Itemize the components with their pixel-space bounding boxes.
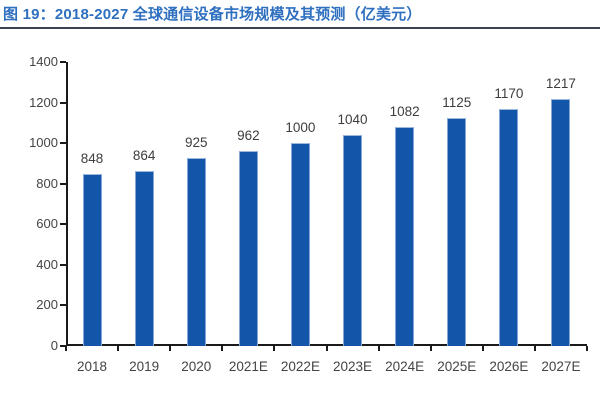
y-axis-tick xyxy=(60,345,66,347)
bar-2027E xyxy=(551,99,571,346)
y-axis-tick-label: 1200 xyxy=(29,94,58,110)
bar-value-label: 1082 xyxy=(389,103,420,119)
bar-2024E xyxy=(395,126,415,346)
y-axis-tick xyxy=(60,223,66,226)
x-axis-category-label: 2018 xyxy=(77,359,108,374)
y-axis-tick-label: 800 xyxy=(36,175,58,191)
bar-2019 xyxy=(134,170,154,346)
bar-2023E xyxy=(343,135,363,346)
x-axis-category-label: 2026E xyxy=(489,359,529,374)
x-axis-tick xyxy=(117,346,120,351)
bar-value-label: 848 xyxy=(80,150,104,166)
x-axis-tick xyxy=(273,346,276,351)
y-axis-tick xyxy=(60,304,66,307)
x-axis-category-label: 2020 xyxy=(181,359,212,374)
x-axis-category-label: 2019 xyxy=(129,359,160,374)
bar-value-label: 925 xyxy=(184,135,208,151)
x-axis-category-label: 2025E xyxy=(437,359,477,374)
bar-2021E xyxy=(238,150,258,346)
bar-value-label: 864 xyxy=(132,147,156,163)
x-axis-category-label: 2027E xyxy=(541,359,581,374)
x-axis-category-label: 2021E xyxy=(228,359,268,374)
bar-2026E xyxy=(499,108,519,346)
chart-title: 图 19：2018-2027 全球通信设备市场规模及其预测（亿美元） xyxy=(3,6,422,23)
bar-value-label: 1170 xyxy=(494,85,524,101)
x-axis-category-label: 2023E xyxy=(333,359,373,374)
x-axis-tick xyxy=(533,346,536,351)
figure-caption-bar: 图 19：2018-2027 全球通信设备市场规模及其预测（亿美元） xyxy=(0,0,600,29)
y-axis-tick-label: 200 xyxy=(36,297,58,313)
x-axis-tick xyxy=(586,346,588,351)
bar-value-label: 1125 xyxy=(442,94,472,110)
bar-2025E xyxy=(447,117,467,346)
y-axis-tick xyxy=(60,61,66,63)
x-axis-tick xyxy=(221,346,224,351)
bar-value-label: 1040 xyxy=(337,112,368,128)
x-axis-tick xyxy=(325,346,328,351)
x-axis-tick xyxy=(481,346,484,351)
y-axis-tick xyxy=(60,142,66,145)
x-axis-tick xyxy=(65,346,67,351)
x-axis-category-label: 2024E xyxy=(385,359,425,374)
y-axis-tick-label: 0 xyxy=(50,338,58,353)
x-axis-tick xyxy=(169,346,172,351)
x-axis-tick xyxy=(429,346,432,351)
y-axis-tick-label: 1000 xyxy=(29,135,58,151)
x-axis-category-label: 2022E xyxy=(280,359,320,374)
bar-value-label: 962 xyxy=(237,127,260,143)
bar-2022E xyxy=(290,143,310,346)
plot-area xyxy=(66,62,587,346)
y-axis-tick xyxy=(60,182,66,185)
y-axis-tick xyxy=(60,263,66,266)
y-axis-tick-label: 400 xyxy=(36,256,58,272)
bar-2018 xyxy=(82,173,102,346)
bar-2020 xyxy=(186,158,206,346)
y-axis-tick-label: 600 xyxy=(36,216,58,232)
bar-value-label: 1217 xyxy=(545,76,576,92)
bar-value-label: 1000 xyxy=(285,120,316,136)
x-axis-tick xyxy=(377,346,380,351)
y-axis-tick xyxy=(60,101,66,104)
y-axis-tick-label: 1400 xyxy=(29,54,58,69)
